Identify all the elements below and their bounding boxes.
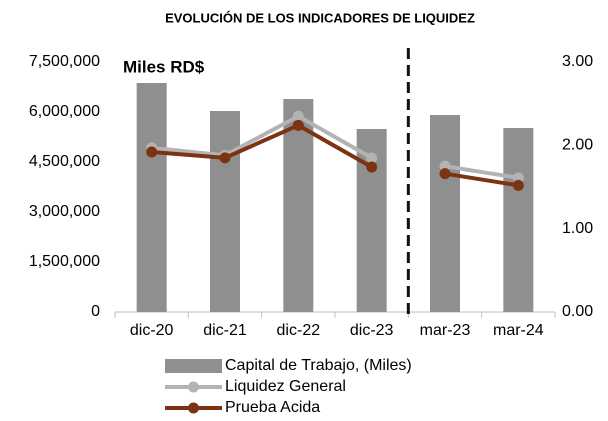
y2-tick-label: 1.00 bbox=[562, 220, 593, 237]
annotation: Miles RD$ bbox=[123, 57, 205, 76]
marker bbox=[439, 168, 451, 180]
bar bbox=[430, 115, 460, 312]
marker bbox=[146, 146, 158, 158]
line bbox=[151, 123, 373, 169]
line bbox=[151, 113, 373, 160]
y-tick-label: 4,500,000 bbox=[29, 153, 100, 170]
line bbox=[444, 171, 519, 188]
y-tick-label: 6,000,000 bbox=[29, 103, 100, 120]
y2-tick-label: 3.00 bbox=[562, 53, 593, 70]
marker bbox=[292, 119, 304, 131]
bar bbox=[283, 99, 314, 312]
legend-label: Capital de Trabajo, (Miles) bbox=[225, 357, 412, 374]
y2-tick-label: 2.00 bbox=[562, 137, 593, 154]
y-tick-label: 0 bbox=[91, 303, 100, 320]
x-tick-label: dic-23 bbox=[350, 322, 394, 339]
legend-swatch bbox=[188, 381, 199, 393]
x-tick-label: dic-20 bbox=[130, 322, 174, 339]
marker bbox=[512, 179, 524, 191]
bar bbox=[210, 111, 240, 312]
legend-swatch bbox=[188, 402, 199, 414]
y-tick-label: 7,500,000 bbox=[29, 53, 100, 70]
y-tick-label: 1,500,000 bbox=[29, 253, 100, 270]
marker bbox=[292, 110, 304, 122]
x-tick-label: mar-23 bbox=[420, 322, 471, 339]
x-tick-label: dic-22 bbox=[277, 322, 321, 339]
y-tick-label: 3,000,000 bbox=[29, 203, 100, 220]
marker bbox=[366, 161, 378, 173]
marker bbox=[219, 152, 231, 164]
legend-label: Liquidez General bbox=[225, 378, 346, 395]
chart-title: EVOLUCIÓN DE LOS INDICADORES DE LIQUIDEZ bbox=[165, 10, 475, 25]
legend-swatch bbox=[165, 359, 222, 373]
y2-tick-label: 0.00 bbox=[562, 303, 593, 320]
marker bbox=[366, 152, 378, 164]
bar bbox=[136, 83, 167, 312]
x-tick-label: dic-21 bbox=[203, 322, 247, 339]
legend-label: Prueba Acida bbox=[225, 399, 320, 416]
line bbox=[444, 164, 519, 180]
bar bbox=[503, 128, 534, 312]
x-tick-label: mar-24 bbox=[493, 322, 544, 339]
